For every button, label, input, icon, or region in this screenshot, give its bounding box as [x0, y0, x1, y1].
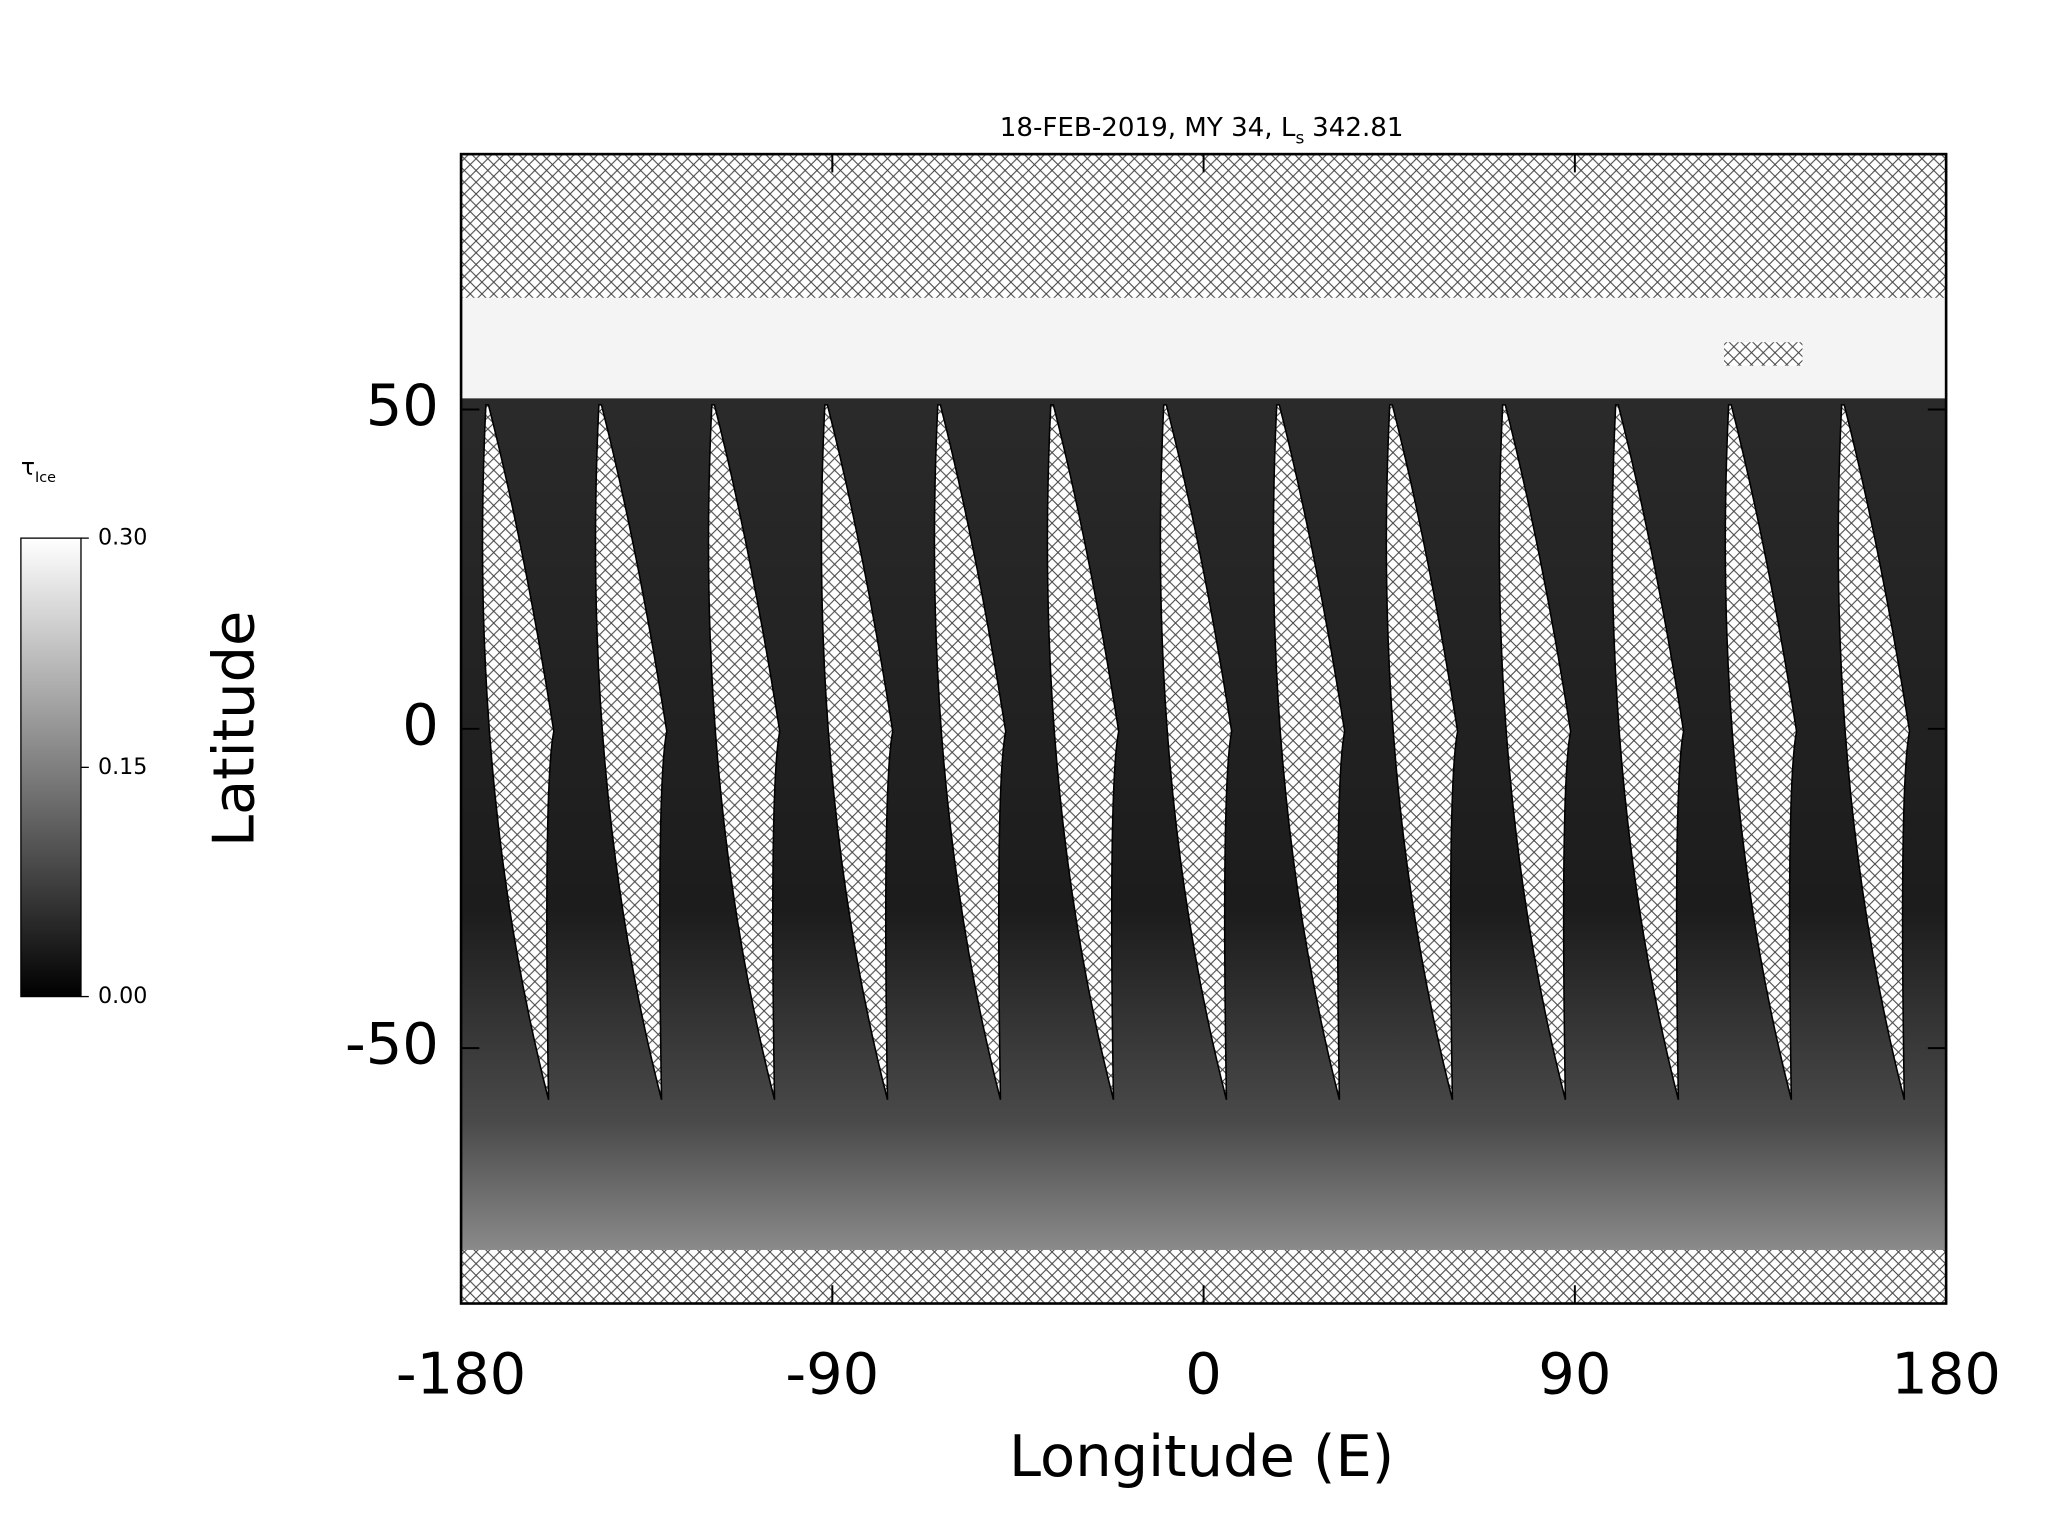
- data-gap-swath: [820, 404, 894, 1100]
- colorbar: [20, 537, 82, 998]
- data-gap-swath: [1046, 404, 1120, 1100]
- data-gap-swath: [1385, 404, 1459, 1100]
- x-axis-label: Longitude (E): [1009, 1423, 1394, 1490]
- data-gap-swath: [1611, 404, 1685, 1100]
- x-tick-label: 180: [1891, 1341, 2001, 1408]
- x-tick-label: 90: [1538, 1341, 1611, 1408]
- chart-title: 18-FEB-2019, MY 34, Ls 342.81: [1000, 113, 1404, 149]
- data-gap-swath: [1837, 404, 1911, 1100]
- data-gap-swath: [1272, 404, 1346, 1100]
- x-tick-label: -180: [396, 1341, 526, 1408]
- data-gap-swath: [1159, 404, 1233, 1100]
- data-gap-swath: [481, 404, 555, 1100]
- y-tick-label: -50: [345, 1011, 439, 1078]
- y-tick-label: 0: [402, 691, 439, 758]
- data-gap-swath: [707, 404, 781, 1100]
- x-tick-label: -90: [785, 1341, 879, 1408]
- colorbar-tick-label: 0.15: [98, 754, 147, 780]
- map-image: [461, 154, 1947, 1304]
- data-gap-swath: [1724, 404, 1798, 1100]
- data-gap-swath: [1498, 404, 1572, 1100]
- x-tick-label: 0: [1185, 1341, 1222, 1408]
- y-tick-label: 50: [366, 372, 439, 439]
- colorbar-label: τIce: [21, 452, 56, 486]
- polar-cap-band: [461, 297, 1947, 408]
- data-gap-swath: [933, 404, 1007, 1100]
- colorbar-tick-label: 0.30: [98, 525, 147, 551]
- y-axis-label: Latitude: [200, 611, 267, 847]
- data-gap-swath: [594, 404, 668, 1100]
- no-data-region: [1724, 342, 1803, 366]
- colorbar-tick-label: 0.00: [98, 983, 147, 1009]
